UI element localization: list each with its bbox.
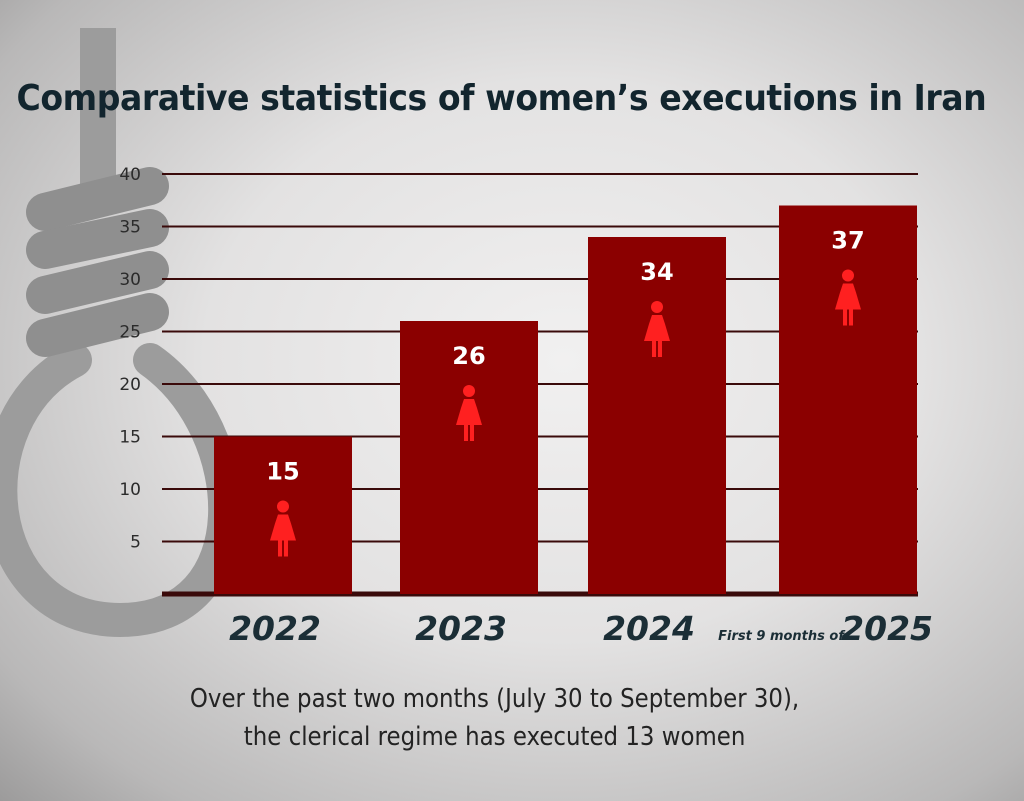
data-label: 34 <box>640 258 673 286</box>
y-tick-label: 15 <box>119 428 141 448</box>
caption-line-2: the clerical regime has executed 13 wome… <box>243 722 746 752</box>
y-tick-label: 35 <box>119 218 141 238</box>
x-tick-prefix: First 9 months of <box>718 629 846 644</box>
woman-icon <box>644 301 670 357</box>
data-label: 37 <box>831 227 864 255</box>
woman-icon <box>270 500 296 557</box>
chart-title: Comparative statistics of women’s execut… <box>16 78 987 119</box>
data-label: 26 <box>452 342 485 370</box>
bar-2024 <box>588 237 726 594</box>
y-tick-label: 40 <box>119 165 141 185</box>
bar-2025 <box>779 205 917 594</box>
y-tick-label: 10 <box>119 480 141 500</box>
x-tick-label: 2024 <box>603 609 695 648</box>
x-tick-label: 2023 <box>415 609 507 648</box>
y-tick-label: 30 <box>119 270 141 290</box>
bar-2023 <box>400 321 538 594</box>
woman-icon <box>835 269 861 326</box>
woman-icon <box>456 385 482 441</box>
y-tick-label: 20 <box>119 375 141 395</box>
y-tick-label: 5 <box>130 533 141 553</box>
data-label: 15 <box>266 458 299 486</box>
x-tick-label: 2022 <box>229 609 321 648</box>
y-tick-label: 25 <box>119 323 141 343</box>
x-tick-label: 2025 <box>841 609 933 648</box>
caption-line-1: Over the past two months (July 30 to Sep… <box>189 684 800 714</box>
